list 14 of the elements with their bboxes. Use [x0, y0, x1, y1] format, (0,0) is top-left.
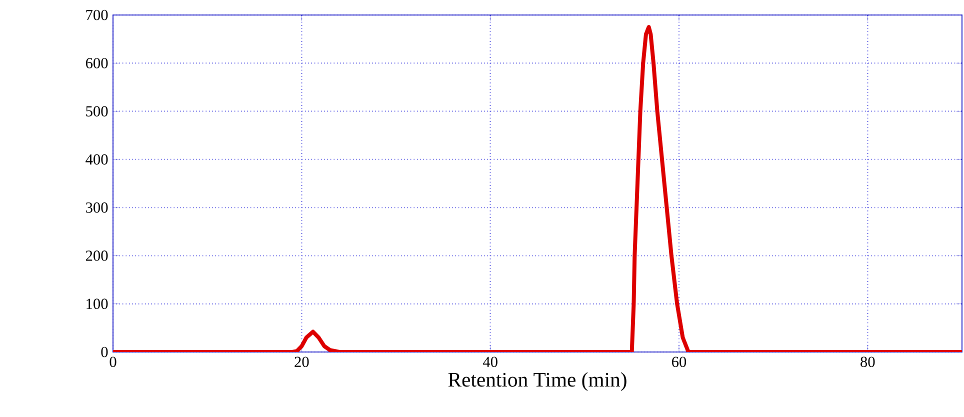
x-axis-title: Retention Time (min)	[448, 372, 626, 391]
y-tick-label: 0	[101, 346, 108, 358]
x-tick-label: 80	[860, 356, 875, 368]
x-tick-label: 20	[294, 356, 309, 368]
y-tick-label: 600	[86, 58, 108, 68]
y-tick-label: 700	[86, 10, 108, 20]
y-tick-label: 500	[86, 106, 108, 116]
y-tick-label: 300	[86, 202, 108, 213]
x-tick-label: 40	[482, 356, 498, 368]
x-tick-label: 60	[672, 356, 686, 368]
y-tick-label: 100	[86, 298, 108, 310]
y-tick-label: 400	[86, 154, 108, 165]
y-tick-label: 200	[86, 250, 108, 261]
x-tick-label: 0	[110, 356, 116, 368]
